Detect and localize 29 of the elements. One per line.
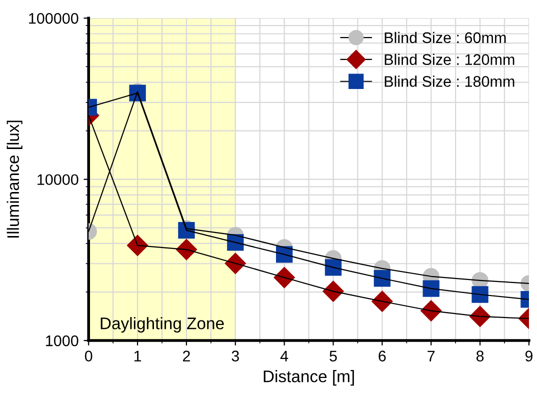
legend-label: Blind Size : 120mm [384,54,514,65]
y-tick-label: 1000 [46,335,78,346]
y-tick-label: 10000 [38,174,78,186]
point [374,270,390,287]
legend-label: Blind Size : 180mm [384,76,514,87]
x-tick-label: 2 [182,350,190,362]
point [322,280,344,302]
x-tick-label: 0 [84,350,92,362]
point [324,259,342,276]
x-tick-label: 7 [428,350,435,362]
y-axis-title: Illuminance [lux] [6,120,22,238]
point [127,234,148,256]
point [372,290,393,312]
x-tick-label: 8 [476,350,484,362]
x-tick-label: 4 [280,350,288,362]
x-tick-label: 5 [330,350,337,362]
x-axis-title: Distance [m] [264,370,354,386]
point [224,252,246,274]
x-tick-label: 3 [232,350,239,362]
x-tick-label: 9 [525,350,532,362]
y-tick-label: 100000 [29,13,78,24]
x-tick-label: 6 [378,350,386,362]
band-label: Daylighting Zone [100,317,224,333]
x-tick-label: 1 [134,350,142,362]
point [176,238,197,260]
point [274,267,295,288]
point [422,280,440,297]
point [472,286,488,303]
legend-label: Blind Size : 60mm [384,32,506,44]
